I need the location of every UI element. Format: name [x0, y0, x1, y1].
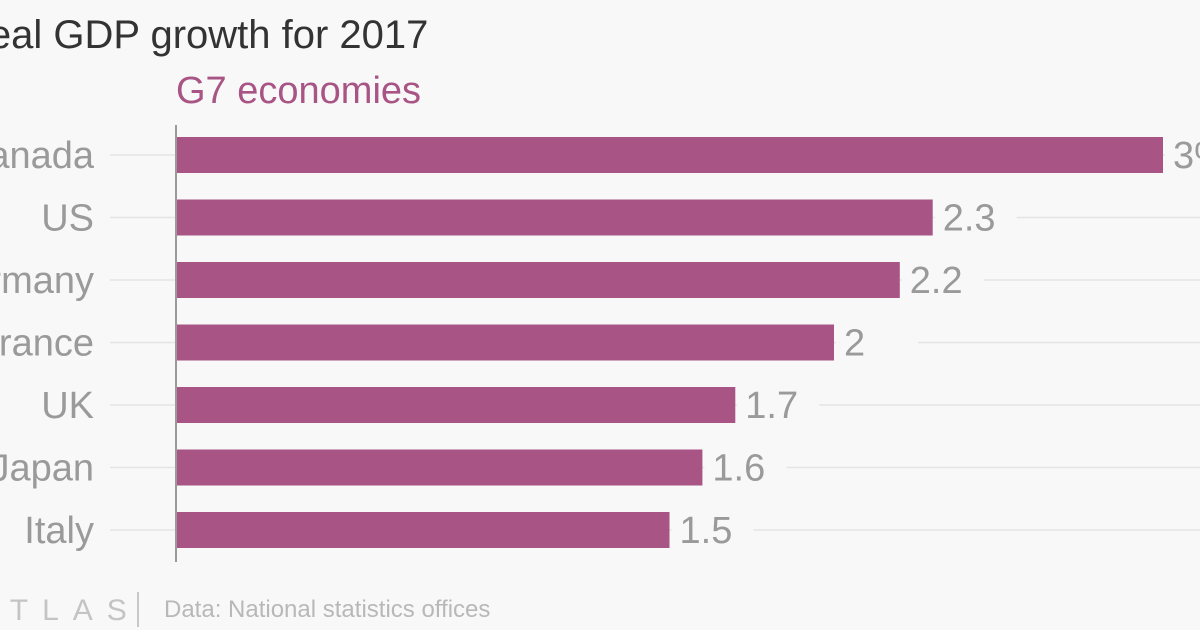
atlas-logo: ATLAS [0, 594, 141, 627]
bar-germany [176, 262, 900, 298]
value-label-france: 2 [844, 323, 865, 365]
value-label-backdrop [737, 385, 820, 425]
value-label-backdrop [1165, 135, 1200, 175]
bar-japan [176, 449, 703, 486]
value-label-backdrop [704, 447, 787, 488]
source-note: Data: National statistics offices [164, 596, 490, 623]
value-label-us: 2.3 [943, 198, 996, 240]
value-label-uk: 1.7 [745, 385, 798, 427]
category-label-japan: Japan [0, 448, 94, 490]
value-labels: 3% 2.3 2.2 2 1.7 1.6 1.5 [671, 135, 1200, 552]
category-label-us: US [41, 198, 94, 240]
bars [176, 137, 1163, 548]
value-label-backdrop [671, 510, 754, 550]
value-label-italy: 1.5 [680, 510, 733, 552]
category-label-uk: UK [41, 385, 94, 427]
bar-canada [176, 137, 1163, 173]
value-label-backdrop [901, 260, 984, 300]
bar-uk [176, 387, 736, 423]
category-labels: Canada US Germany France UK Japan Italy [0, 135, 95, 552]
value-label-backdrop [934, 197, 1017, 238]
category-label-germany: Germany [0, 260, 94, 302]
category-label-italy: Italy [24, 510, 94, 552]
bar-france [176, 324, 834, 361]
bar-italy [176, 512, 670, 548]
chart-title: Real GDP growth for 2017 [0, 13, 428, 57]
value-label-backdrop [836, 322, 918, 363]
value-label-canada: 3% [1173, 135, 1200, 177]
category-label-canada: Canada [0, 135, 95, 177]
value-label-germany: 2.2 [910, 260, 963, 302]
chart-subtitle: G7 economies [176, 70, 421, 112]
value-label-japan: 1.6 [712, 448, 765, 490]
category-label-france: France [0, 323, 94, 365]
bar-us [176, 199, 933, 236]
